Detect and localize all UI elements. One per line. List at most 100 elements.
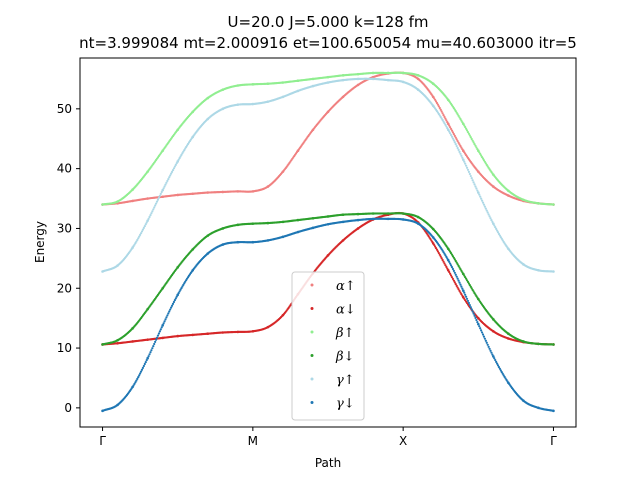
data-point xyxy=(452,256,455,259)
data-point xyxy=(190,137,193,140)
data-point xyxy=(280,81,284,84)
data-point xyxy=(157,196,161,199)
data-point xyxy=(471,310,474,313)
data-point xyxy=(495,362,499,365)
data-point xyxy=(157,332,161,335)
data-point xyxy=(460,119,463,122)
data-point xyxy=(161,324,164,327)
data-point xyxy=(154,338,158,341)
legend-label: γ↓ xyxy=(336,397,355,412)
data-point xyxy=(386,78,389,82)
data-point xyxy=(444,264,447,267)
data-point xyxy=(151,210,154,213)
data-point xyxy=(470,177,473,180)
data-point xyxy=(472,181,475,184)
data-point xyxy=(458,116,461,119)
data-point xyxy=(446,257,449,260)
data-point xyxy=(175,267,178,270)
data-point xyxy=(115,339,118,342)
data-point xyxy=(250,222,254,225)
data-point xyxy=(171,168,175,172)
data-point xyxy=(495,229,499,232)
data-point xyxy=(205,332,208,335)
data-point xyxy=(416,87,419,91)
data-point xyxy=(174,163,177,166)
data-point xyxy=(250,83,254,86)
data-point xyxy=(475,318,478,322)
data-point xyxy=(158,330,161,333)
data-point xyxy=(521,398,524,401)
data-point xyxy=(480,331,484,334)
data-point xyxy=(220,88,223,92)
data-point xyxy=(166,314,169,317)
data-point xyxy=(173,165,176,168)
y-axis: 0 10 20 30 40 50 xyxy=(57,102,80,415)
data-point xyxy=(433,245,437,248)
data-point xyxy=(164,318,167,321)
data-point xyxy=(159,328,162,331)
data-point xyxy=(463,124,466,127)
y-tick-label: 0 xyxy=(64,401,72,415)
series-2 xyxy=(101,71,555,206)
data-point xyxy=(155,200,159,203)
data-point xyxy=(154,340,157,343)
data-point xyxy=(458,143,461,146)
data-point xyxy=(477,322,480,326)
data-point xyxy=(205,97,208,100)
data-point xyxy=(487,213,490,216)
data-point xyxy=(139,372,142,375)
data-point xyxy=(145,338,148,341)
data-point xyxy=(142,364,145,368)
data-point xyxy=(145,197,148,200)
legend-marker xyxy=(310,354,314,357)
data-point xyxy=(489,217,492,220)
data-point xyxy=(499,236,502,239)
data-point xyxy=(479,195,482,198)
data-point xyxy=(144,360,147,364)
data-point xyxy=(265,82,269,85)
data-point xyxy=(159,192,162,196)
data-point xyxy=(496,364,500,367)
data-point xyxy=(448,270,451,274)
data-point xyxy=(451,277,455,281)
data-point xyxy=(495,227,498,230)
data-point xyxy=(476,169,479,172)
data-point xyxy=(478,193,481,196)
data-point xyxy=(445,125,448,128)
data-point xyxy=(147,217,150,220)
data-point xyxy=(506,188,509,192)
data-point xyxy=(235,103,238,106)
data-point xyxy=(497,366,501,369)
data-point xyxy=(461,156,464,159)
data-point xyxy=(340,220,344,224)
data-point xyxy=(457,288,460,291)
data-point xyxy=(551,203,554,206)
data-point xyxy=(437,105,440,108)
data-point xyxy=(205,118,208,121)
data-point xyxy=(145,221,148,224)
data-point xyxy=(464,125,467,129)
data-point xyxy=(457,114,460,117)
data-point xyxy=(310,217,314,220)
data-point xyxy=(295,79,299,82)
data-point xyxy=(499,369,502,372)
data-point xyxy=(464,295,468,298)
data-point xyxy=(483,337,486,340)
data-point xyxy=(448,130,451,133)
data-point xyxy=(459,117,462,121)
data-point xyxy=(472,141,475,144)
data-point xyxy=(456,146,459,150)
data-point xyxy=(130,189,133,192)
data-point xyxy=(440,257,443,260)
data-point xyxy=(177,292,180,295)
data-point xyxy=(480,199,484,202)
data-point xyxy=(160,326,163,329)
data-point xyxy=(485,341,488,344)
data-point xyxy=(470,287,473,290)
data-point xyxy=(145,309,148,312)
data-point xyxy=(401,80,404,83)
data-point xyxy=(170,306,173,309)
data-point xyxy=(179,288,182,291)
y-tick-label: 50 xyxy=(57,102,72,116)
data-point xyxy=(480,154,483,157)
